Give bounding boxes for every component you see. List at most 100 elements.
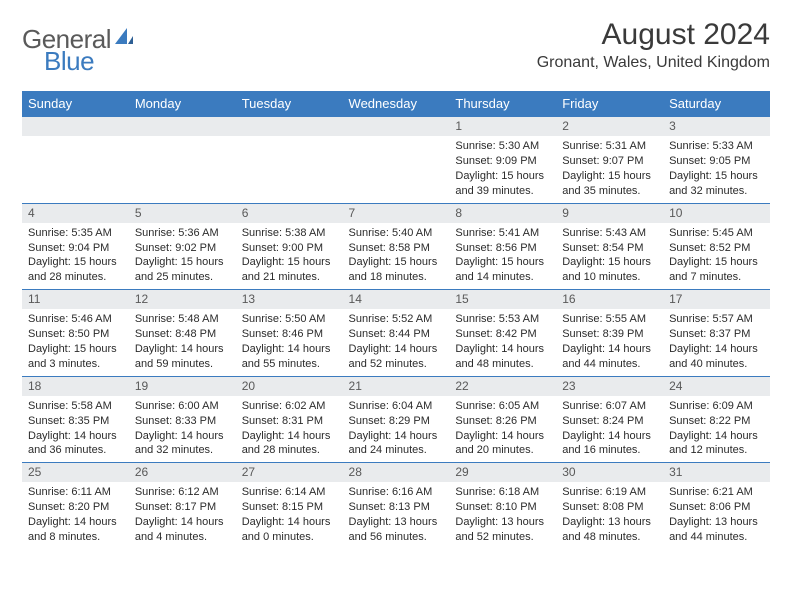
sunrise-text: Sunrise: 5:45 AM	[669, 226, 764, 241]
day-number-cell: 27	[236, 463, 343, 483]
day-info-cell: Sunrise: 5:36 AMSunset: 9:02 PMDaylight:…	[129, 223, 236, 290]
daylight-text: Daylight: 14 hours and 40 minutes.	[669, 342, 764, 372]
sunset-text: Sunset: 8:29 PM	[349, 414, 444, 429]
day-number-cell: 24	[663, 376, 770, 396]
day-number-cell	[343, 117, 450, 137]
day-info-cell: Sunrise: 5:46 AMSunset: 8:50 PMDaylight:…	[22, 309, 129, 376]
day-number-cell: 10	[663, 203, 770, 223]
sunset-text: Sunset: 8:48 PM	[135, 327, 230, 342]
sunset-text: Sunset: 8:50 PM	[28, 327, 123, 342]
daylight-text: Daylight: 15 hours and 39 minutes.	[455, 169, 550, 199]
day-info-cell: Sunrise: 6:00 AMSunset: 8:33 PMDaylight:…	[129, 396, 236, 463]
daylight-text: Daylight: 14 hours and 28 minutes.	[242, 429, 337, 459]
sunset-text: Sunset: 9:09 PM	[455, 154, 550, 169]
sunrise-text: Sunrise: 5:30 AM	[455, 139, 550, 154]
sunrise-text: Sunrise: 6:00 AM	[135, 399, 230, 414]
day-info-cell: Sunrise: 5:33 AMSunset: 9:05 PMDaylight:…	[663, 136, 770, 203]
sunset-text: Sunset: 9:02 PM	[135, 241, 230, 256]
sunrise-text: Sunrise: 6:02 AM	[242, 399, 337, 414]
day-info-cell: Sunrise: 6:11 AMSunset: 8:20 PMDaylight:…	[22, 482, 129, 548]
sunrise-text: Sunrise: 5:36 AM	[135, 226, 230, 241]
day-number-cell: 21	[343, 376, 450, 396]
weekday-header: Saturday	[663, 91, 770, 117]
day-info-cell: Sunrise: 5:38 AMSunset: 9:00 PMDaylight:…	[236, 223, 343, 290]
day-info-cell: Sunrise: 5:53 AMSunset: 8:42 PMDaylight:…	[449, 309, 556, 376]
daylight-text: Daylight: 15 hours and 10 minutes.	[562, 255, 657, 285]
daylight-text: Daylight: 15 hours and 32 minutes.	[669, 169, 764, 199]
day-number-row: 123	[22, 117, 770, 137]
daylight-text: Daylight: 15 hours and 3 minutes.	[28, 342, 123, 372]
sunrise-text: Sunrise: 5:38 AM	[242, 226, 337, 241]
day-number-cell: 17	[663, 290, 770, 310]
sunset-text: Sunset: 8:17 PM	[135, 500, 230, 515]
day-info-row: Sunrise: 5:58 AMSunset: 8:35 PMDaylight:…	[22, 396, 770, 463]
day-number-row: 45678910	[22, 203, 770, 223]
daylight-text: Daylight: 15 hours and 35 minutes.	[562, 169, 657, 199]
sunset-text: Sunset: 8:22 PM	[669, 414, 764, 429]
day-info-cell: Sunrise: 6:19 AMSunset: 8:08 PMDaylight:…	[556, 482, 663, 548]
day-info-cell: Sunrise: 5:58 AMSunset: 8:35 PMDaylight:…	[22, 396, 129, 463]
sunrise-text: Sunrise: 6:19 AM	[562, 485, 657, 500]
title-block: August 2024 Gronant, Wales, United Kingd…	[537, 18, 770, 72]
sunset-text: Sunset: 8:39 PM	[562, 327, 657, 342]
sunrise-text: Sunrise: 5:43 AM	[562, 226, 657, 241]
sunrise-text: Sunrise: 5:48 AM	[135, 312, 230, 327]
day-info-cell: Sunrise: 5:43 AMSunset: 8:54 PMDaylight:…	[556, 223, 663, 290]
daylight-text: Daylight: 14 hours and 16 minutes.	[562, 429, 657, 459]
daylight-text: Daylight: 14 hours and 52 minutes.	[349, 342, 444, 372]
day-number-cell: 3	[663, 117, 770, 137]
sunrise-text: Sunrise: 5:55 AM	[562, 312, 657, 327]
day-info-cell	[236, 136, 343, 203]
sunset-text: Sunset: 8:13 PM	[349, 500, 444, 515]
day-number-cell: 31	[663, 463, 770, 483]
sunset-text: Sunset: 8:46 PM	[242, 327, 337, 342]
weekday-header: Sunday	[22, 91, 129, 117]
sunrise-text: Sunrise: 6:07 AM	[562, 399, 657, 414]
sunset-text: Sunset: 8:26 PM	[455, 414, 550, 429]
day-info-row: Sunrise: 6:11 AMSunset: 8:20 PMDaylight:…	[22, 482, 770, 548]
sunset-text: Sunset: 8:37 PM	[669, 327, 764, 342]
daylight-text: Daylight: 13 hours and 44 minutes.	[669, 515, 764, 545]
day-number-row: 11121314151617	[22, 290, 770, 310]
calendar-body: 123Sunrise: 5:30 AMSunset: 9:09 PMDaylig…	[22, 117, 770, 549]
sunset-text: Sunset: 8:33 PM	[135, 414, 230, 429]
sunrise-text: Sunrise: 5:46 AM	[28, 312, 123, 327]
day-info-row: Sunrise: 5:35 AMSunset: 9:04 PMDaylight:…	[22, 223, 770, 290]
sunrise-text: Sunrise: 6:05 AM	[455, 399, 550, 414]
sunrise-text: Sunrise: 6:09 AM	[669, 399, 764, 414]
daylight-text: Daylight: 13 hours and 48 minutes.	[562, 515, 657, 545]
location-label: Gronant, Wales, United Kingdom	[537, 54, 770, 72]
day-info-cell: Sunrise: 5:35 AMSunset: 9:04 PMDaylight:…	[22, 223, 129, 290]
day-number-cell	[236, 117, 343, 137]
day-info-cell	[22, 136, 129, 203]
daylight-text: Daylight: 14 hours and 8 minutes.	[28, 515, 123, 545]
sunrise-text: Sunrise: 6:04 AM	[349, 399, 444, 414]
day-number-cell	[129, 117, 236, 137]
day-number-cell: 22	[449, 376, 556, 396]
daylight-text: Daylight: 14 hours and 48 minutes.	[455, 342, 550, 372]
day-number-cell	[22, 117, 129, 137]
day-info-cell: Sunrise: 6:05 AMSunset: 8:26 PMDaylight:…	[449, 396, 556, 463]
day-info-cell: Sunrise: 5:52 AMSunset: 8:44 PMDaylight:…	[343, 309, 450, 376]
day-info-cell: Sunrise: 5:41 AMSunset: 8:56 PMDaylight:…	[449, 223, 556, 290]
daylight-text: Daylight: 14 hours and 55 minutes.	[242, 342, 337, 372]
sunset-text: Sunset: 8:54 PM	[562, 241, 657, 256]
day-info-cell: Sunrise: 5:30 AMSunset: 9:09 PMDaylight:…	[449, 136, 556, 203]
day-number-cell: 30	[556, 463, 663, 483]
weekday-header: Thursday	[449, 91, 556, 117]
sunrise-text: Sunrise: 5:41 AM	[455, 226, 550, 241]
sunrise-text: Sunrise: 5:33 AM	[669, 139, 764, 154]
calendar-page: General August 2024 Gronant, Wales, Unit…	[0, 0, 792, 559]
weekday-header: Wednesday	[343, 91, 450, 117]
daylight-text: Daylight: 14 hours and 0 minutes.	[242, 515, 337, 545]
day-number-cell: 20	[236, 376, 343, 396]
day-number-row: 25262728293031	[22, 463, 770, 483]
day-number-cell: 28	[343, 463, 450, 483]
sunrise-text: Sunrise: 6:18 AM	[455, 485, 550, 500]
daylight-text: Daylight: 14 hours and 24 minutes.	[349, 429, 444, 459]
sunset-text: Sunset: 9:00 PM	[242, 241, 337, 256]
sunset-text: Sunset: 8:15 PM	[242, 500, 337, 515]
sunset-text: Sunset: 8:08 PM	[562, 500, 657, 515]
day-number-cell: 1	[449, 117, 556, 137]
day-number-cell: 11	[22, 290, 129, 310]
